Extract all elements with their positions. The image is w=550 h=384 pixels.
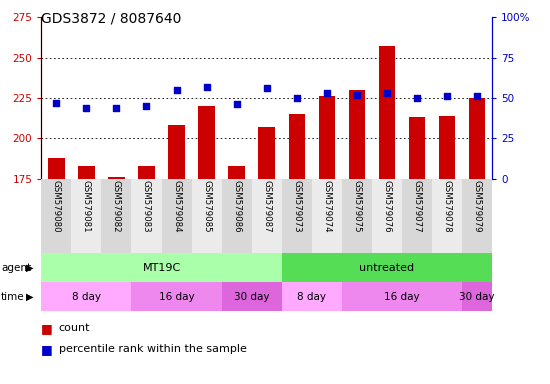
Text: GDS3872 / 8087640: GDS3872 / 8087640 — [41, 12, 182, 25]
Bar — [199, 106, 215, 179]
Bar — [462, 179, 492, 253]
Point — [202, 84, 211, 90]
Text: 16 day: 16 day — [159, 291, 194, 302]
Bar — [191, 179, 222, 253]
Text: ▶: ▶ — [26, 291, 34, 302]
Point — [412, 95, 421, 101]
Bar — [108, 177, 125, 179]
Text: GSM579086: GSM579086 — [232, 180, 241, 233]
Point — [353, 92, 361, 98]
Text: untreated: untreated — [360, 263, 415, 273]
Text: GSM579080: GSM579080 — [52, 180, 61, 233]
Text: 30 day: 30 day — [234, 291, 270, 302]
Bar — [138, 166, 155, 179]
Text: percentile rank within the sample: percentile rank within the sample — [59, 344, 247, 354]
Bar — [409, 117, 425, 179]
Point — [443, 93, 452, 99]
Bar — [131, 282, 222, 311]
Text: GSM579075: GSM579075 — [353, 180, 361, 233]
Text: 8 day: 8 day — [72, 291, 101, 302]
Bar — [162, 179, 191, 253]
Bar — [41, 253, 282, 282]
Bar — [312, 179, 342, 253]
Point — [232, 101, 241, 108]
Bar — [342, 179, 372, 253]
Bar — [72, 179, 101, 253]
Bar — [469, 98, 486, 179]
Bar — [131, 179, 162, 253]
Text: time: time — [1, 291, 25, 302]
Bar — [41, 282, 131, 311]
Text: GSM579073: GSM579073 — [292, 180, 301, 233]
Point — [383, 90, 392, 96]
Bar — [78, 166, 95, 179]
Bar — [289, 114, 305, 179]
Text: MT19C: MT19C — [142, 263, 180, 273]
Text: GSM579083: GSM579083 — [142, 180, 151, 233]
Point — [473, 93, 482, 99]
Text: GSM579079: GSM579079 — [472, 180, 482, 233]
Bar — [101, 179, 131, 253]
Bar — [282, 253, 492, 282]
Bar — [318, 96, 335, 179]
Bar — [282, 179, 312, 253]
Bar — [349, 90, 365, 179]
Bar — [168, 125, 185, 179]
Text: 8 day: 8 day — [298, 291, 326, 302]
Bar — [439, 116, 455, 179]
Point — [82, 104, 91, 111]
Bar — [252, 179, 282, 253]
Point — [52, 100, 60, 106]
Point — [293, 95, 301, 101]
Bar — [222, 282, 282, 311]
Text: GSM579077: GSM579077 — [412, 180, 422, 233]
Bar — [41, 179, 72, 253]
Text: 16 day: 16 day — [384, 291, 420, 302]
Text: GSM579081: GSM579081 — [82, 180, 91, 233]
Bar — [228, 166, 245, 179]
Text: ▶: ▶ — [26, 263, 34, 273]
Bar — [462, 282, 492, 311]
Bar — [402, 179, 432, 253]
Text: GSM579085: GSM579085 — [202, 180, 211, 233]
Bar — [282, 282, 342, 311]
Text: ■: ■ — [41, 343, 53, 356]
Point — [142, 103, 151, 109]
Bar — [222, 179, 252, 253]
Text: GSM579084: GSM579084 — [172, 180, 181, 233]
Text: 30 day: 30 day — [459, 291, 495, 302]
Text: GSM579082: GSM579082 — [112, 180, 121, 233]
Text: count: count — [59, 323, 90, 333]
Point — [112, 104, 121, 111]
Bar — [379, 46, 395, 179]
Text: GSM579076: GSM579076 — [382, 180, 392, 233]
Text: ■: ■ — [41, 322, 53, 335]
Bar — [258, 127, 275, 179]
Point — [172, 87, 181, 93]
Text: GSM579074: GSM579074 — [322, 180, 332, 233]
Bar — [432, 179, 462, 253]
Bar — [48, 157, 64, 179]
Bar — [372, 179, 402, 253]
Text: GSM579078: GSM579078 — [443, 180, 452, 233]
Text: GSM579087: GSM579087 — [262, 180, 271, 233]
Point — [262, 85, 271, 91]
Point — [322, 90, 331, 96]
Text: agent: agent — [1, 263, 31, 273]
Bar — [342, 282, 462, 311]
